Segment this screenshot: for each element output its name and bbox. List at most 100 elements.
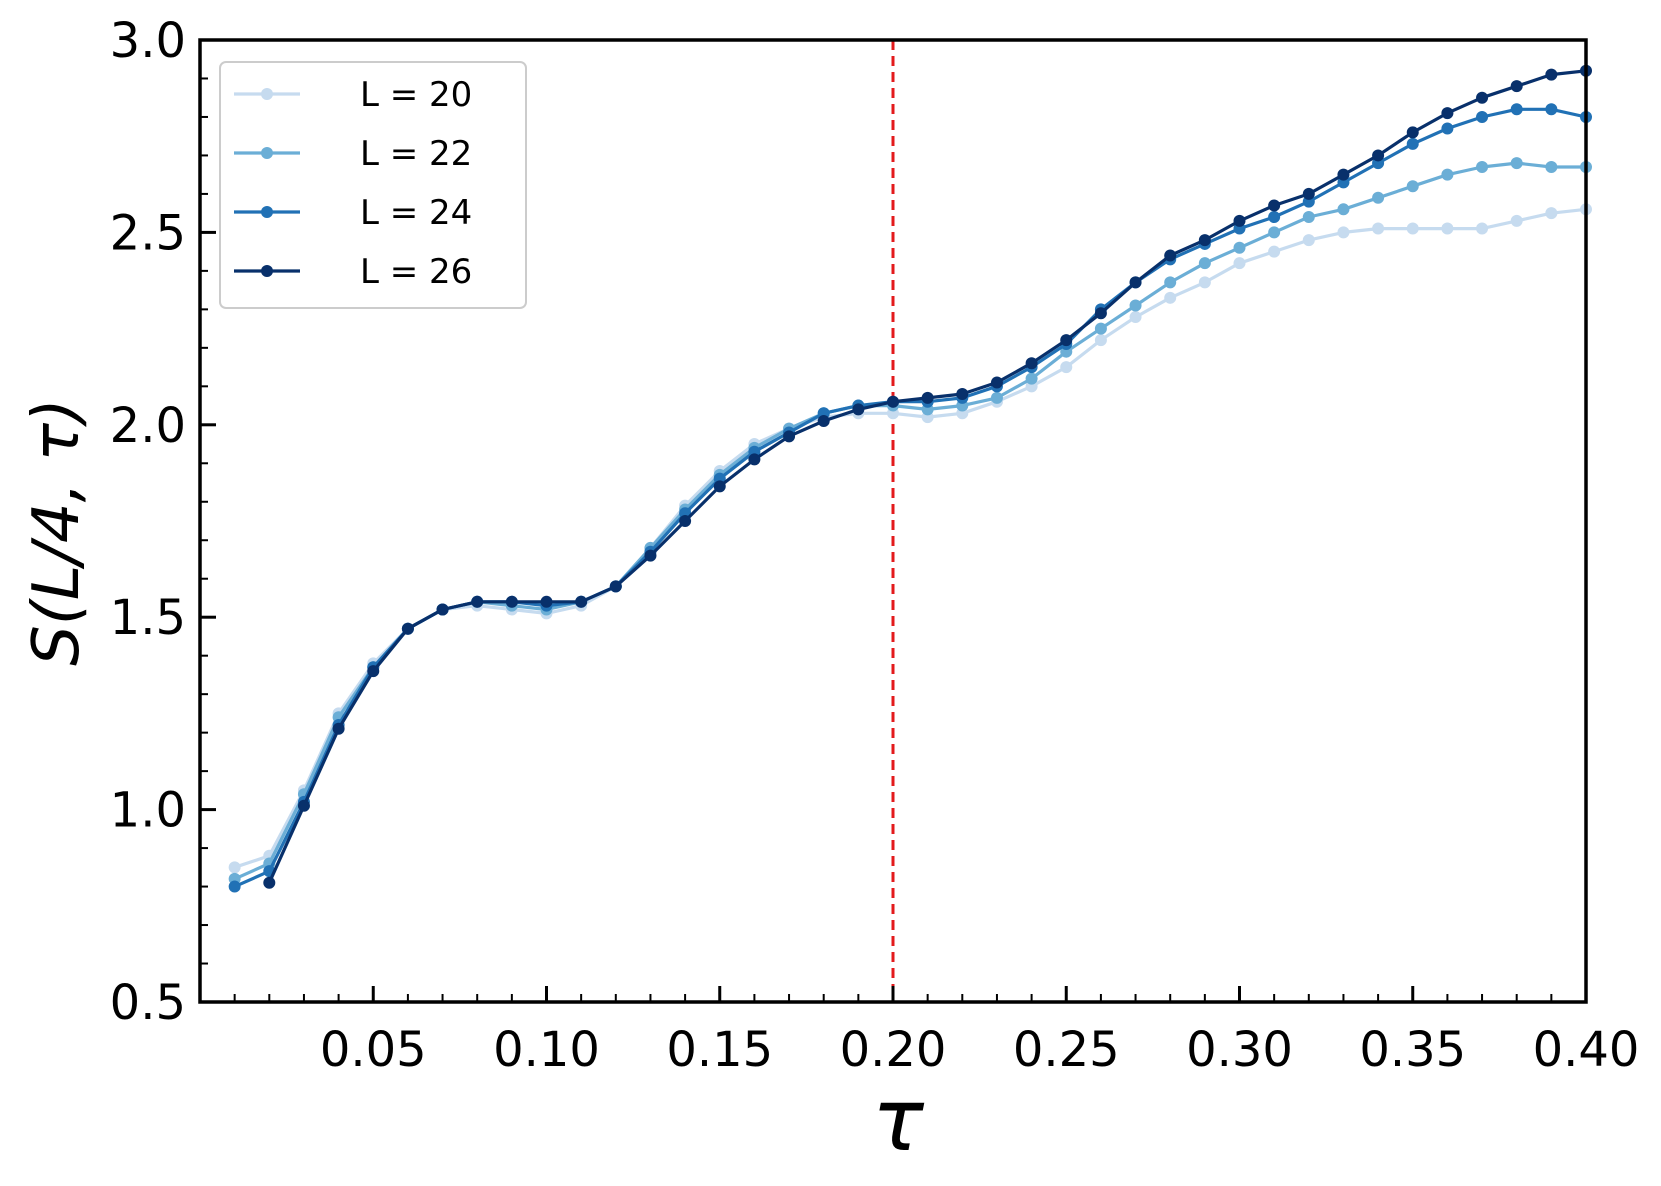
- data-point: [1094, 307, 1107, 320]
- data-point: [1233, 241, 1246, 254]
- data-point: [1025, 357, 1038, 370]
- x-tick-label: 0.05: [320, 1022, 427, 1078]
- legend-swatch-marker: [261, 88, 273, 100]
- data-point: [713, 480, 726, 493]
- data-point: [1268, 211, 1281, 224]
- data-point: [817, 414, 830, 427]
- data-point: [1129, 311, 1142, 324]
- data-point: [1025, 372, 1038, 385]
- x-tick-label: 0.40: [1533, 1022, 1640, 1078]
- x-tick-label: 0.25: [1013, 1022, 1120, 1078]
- data-point: [1233, 257, 1246, 270]
- data-point: [228, 880, 241, 893]
- data-point: [1164, 249, 1177, 262]
- data-point: [921, 391, 934, 404]
- data-point: [1372, 222, 1385, 235]
- y-tick-label: 2.0: [110, 398, 186, 454]
- data-point: [679, 515, 692, 527]
- data-point: [540, 595, 553, 608]
- data-point: [1164, 291, 1177, 304]
- data-point: [436, 603, 449, 616]
- data-point: [1372, 149, 1385, 162]
- data-point: [1337, 203, 1350, 216]
- x-tick-label: 0.15: [666, 1022, 773, 1078]
- data-point: [956, 388, 969, 401]
- data-point: [1476, 110, 1489, 123]
- data-point: [1164, 276, 1177, 289]
- data-point: [1406, 137, 1419, 150]
- y-tick-label: 2.5: [110, 205, 186, 261]
- legend-label: L = 20: [360, 75, 472, 115]
- data-point: [644, 549, 657, 562]
- data-point: [748, 453, 761, 466]
- legend-label: L = 24: [360, 193, 472, 233]
- data-point: [1094, 334, 1107, 347]
- data-point: [1476, 222, 1489, 235]
- data-point: [1545, 68, 1558, 81]
- data-point: [1198, 234, 1211, 247]
- data-point: [1476, 160, 1489, 173]
- data-point: [1302, 211, 1315, 224]
- y-tick-label: 0.5: [110, 975, 186, 1031]
- axes-layer: 0.5 1.0 1.5 2.0 2.5 3.0 0.05 0.10 0.15 0.20 0.25 0.…: [110, 13, 1640, 1078]
- data-point: [1337, 168, 1350, 181]
- data-point: [783, 430, 796, 443]
- data-point: [1233, 214, 1246, 227]
- data-point: [1510, 214, 1523, 227]
- data-point: [1406, 126, 1419, 139]
- x-axis-title: τ: [872, 1071, 925, 1171]
- data-point: [1545, 103, 1558, 116]
- y-tick-label: 1.0: [110, 783, 186, 839]
- data-point: [228, 861, 241, 874]
- legend-swatch-marker: [261, 206, 273, 218]
- data-point: [990, 391, 1003, 404]
- data-point: [990, 376, 1003, 389]
- data-point: [1545, 207, 1558, 220]
- data-point: [332, 722, 345, 735]
- legend: L = 20 L = 22 L = 24 L = 26: [219, 61, 527, 309]
- data-point: [609, 580, 622, 593]
- data-point: [1545, 160, 1558, 173]
- data-point: [1510, 103, 1523, 116]
- data-point: [575, 595, 588, 608]
- data-point: [1060, 334, 1073, 347]
- legend-swatch-marker: [261, 147, 273, 159]
- legend-swatch-marker: [261, 265, 273, 277]
- series-L-26: [263, 64, 1592, 889]
- data-point: [1268, 226, 1281, 239]
- data-point: [471, 595, 484, 608]
- x-tick-label: 0.20: [840, 1022, 947, 1078]
- data-point: [1302, 187, 1315, 200]
- data-point: [297, 799, 310, 812]
- data-point: [887, 395, 899, 408]
- y-tick-label: 1.5: [110, 590, 186, 646]
- y-tick-label: 3.0: [110, 13, 186, 69]
- legend-label: L = 22: [360, 134, 472, 174]
- data-point: [1441, 122, 1454, 135]
- data-point: [1094, 322, 1107, 335]
- data-point: [1198, 257, 1211, 270]
- data-point: [1268, 199, 1281, 212]
- data-point: [1268, 245, 1281, 258]
- data-point: [1129, 276, 1142, 289]
- data-point: [1441, 222, 1454, 235]
- legend-label: L = 26: [360, 252, 472, 292]
- data-point: [1198, 276, 1211, 289]
- data-point: [1476, 91, 1489, 104]
- data-point: [852, 403, 865, 416]
- data-point: [505, 595, 518, 608]
- x-tick-label: 0.35: [1359, 1022, 1466, 1078]
- data-point: [1129, 299, 1142, 312]
- y-axis-title: S(L/4, τ): [20, 398, 94, 666]
- data-point: [1406, 180, 1419, 193]
- data-point: [1302, 234, 1315, 247]
- x-tick-label: 0.30: [1186, 1022, 1293, 1078]
- legend-box: [219, 61, 527, 309]
- data-point: [1337, 226, 1350, 239]
- data-point: [367, 665, 380, 678]
- data-point: [1372, 191, 1385, 204]
- data-point: [1510, 157, 1523, 170]
- data-point: [401, 622, 414, 635]
- data-point: [263, 876, 276, 889]
